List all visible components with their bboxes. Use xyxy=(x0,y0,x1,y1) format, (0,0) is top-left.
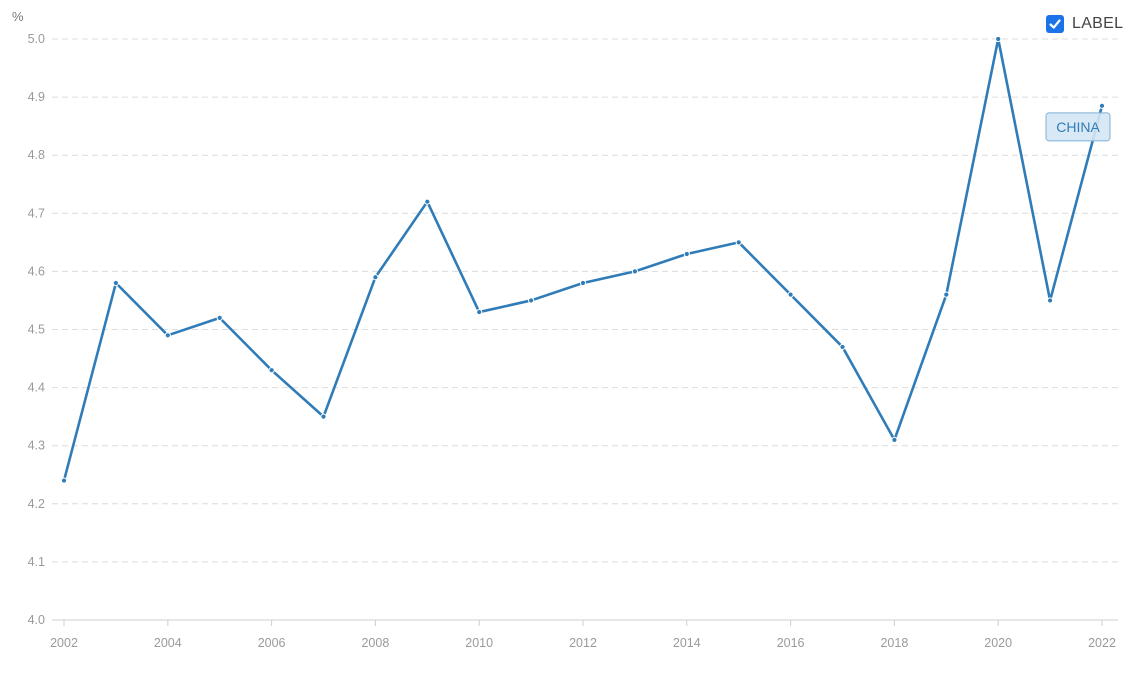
y-tick-label: 4.4 xyxy=(28,381,45,395)
y-axis-ticks: 4.0 4.1 4.2 4.3 4.4 4.5 4.6 4.7 4.8 4.9 5.0 xyxy=(28,32,45,627)
checkmark-icon xyxy=(1049,19,1061,29)
data-point[interactable] xyxy=(579,279,587,287)
y-tick-label: 4.7 xyxy=(28,206,45,220)
x-tick-label: 2022 xyxy=(1088,636,1116,650)
x-tick-label: 2008 xyxy=(361,636,389,650)
label-toggle[interactable]: LABEL xyxy=(1046,15,1123,33)
x-tick-label: 2012 xyxy=(569,636,597,650)
y-axis-unit-label: % xyxy=(12,9,24,24)
data-point[interactable] xyxy=(476,308,483,316)
x-tick-label: 2004 xyxy=(154,636,182,650)
series-tag-label: CHINA xyxy=(1056,119,1100,135)
y-tick-label: 4.1 xyxy=(28,555,45,569)
data-point[interactable] xyxy=(735,239,742,246)
x-tick-label: 2020 xyxy=(984,636,1012,650)
data-point[interactable] xyxy=(839,343,846,351)
data-point[interactable] xyxy=(995,35,1002,43)
data-point[interactable] xyxy=(683,250,690,258)
data-point[interactable] xyxy=(424,198,431,205)
x-tick-label: 2018 xyxy=(880,636,908,650)
data-point[interactable] xyxy=(943,291,950,298)
y-tick-label: 4.9 xyxy=(28,90,45,104)
data-point[interactable] xyxy=(891,436,898,443)
label-toggle-text: LABEL xyxy=(1072,15,1124,32)
x-tick-label: 2002 xyxy=(50,636,78,650)
data-point[interactable] xyxy=(631,268,639,275)
label-checkbox[interactable] xyxy=(1046,15,1064,33)
data-point[interactable] xyxy=(268,367,275,374)
data-point[interactable] xyxy=(216,314,223,321)
data-point[interactable] xyxy=(528,297,535,304)
y-tick-label: 4.0 xyxy=(28,613,45,627)
data-point[interactable] xyxy=(320,413,327,420)
data-point[interactable] xyxy=(787,291,794,298)
y-tick-label: 4.3 xyxy=(28,439,45,453)
x-tick-label: 2014 xyxy=(673,636,701,650)
series-tag-box xyxy=(1045,112,1111,142)
series-layer: CHINA xyxy=(60,35,1111,484)
series-line xyxy=(62,37,1104,482)
y-tick-label: 4.2 xyxy=(28,497,45,511)
y-tick-label: 4.6 xyxy=(28,264,45,278)
x-tick-label: 2016 xyxy=(777,636,805,650)
data-point[interactable] xyxy=(1098,102,1106,109)
x-tick-label: 2006 xyxy=(258,636,286,650)
y-tick-label: 4.8 xyxy=(28,148,45,162)
data-point[interactable] xyxy=(164,332,171,339)
data-point[interactable] xyxy=(1047,297,1054,304)
data-point[interactable] xyxy=(112,279,120,287)
data-point[interactable] xyxy=(372,274,379,281)
y-tick-label: 5.0 xyxy=(28,32,45,46)
x-axis-ticks: 2002 2004 2006 2008 2010 2012 2014 2016 2018 2020… xyxy=(50,620,1116,650)
series-name-tag: CHINA xyxy=(1045,112,1111,142)
gridlines xyxy=(52,38,1118,621)
y-tick-label: 4.5 xyxy=(28,323,45,337)
x-tick-label: 2010 xyxy=(465,636,493,650)
data-point[interactable] xyxy=(60,477,68,484)
